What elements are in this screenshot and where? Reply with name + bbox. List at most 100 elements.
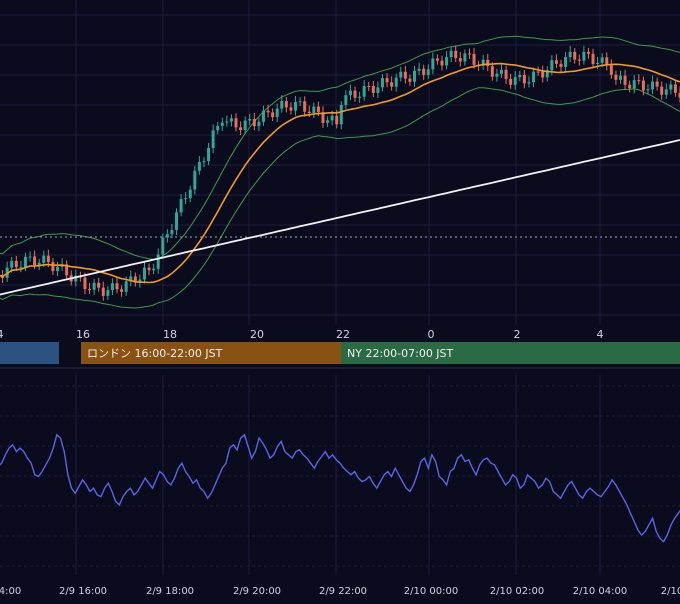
candle-body: [10, 261, 13, 268]
candle-body: [601, 57, 604, 62]
candle-body: [532, 72, 535, 83]
candle-body: [207, 148, 210, 161]
candle-body: [395, 78, 398, 87]
candle-body: [431, 58, 434, 69]
candle-body: [413, 71, 416, 82]
x-tick-label: 2: [514, 328, 521, 341]
candle-body: [578, 60, 581, 61]
x-tick-label: 20: [250, 328, 264, 341]
x-tick-label: 2/9 22:00: [319, 586, 367, 597]
candle-body: [596, 63, 599, 64]
candle-body: [29, 256, 32, 257]
candle-body: [459, 58, 462, 61]
candle-body: [386, 78, 389, 82]
candle-body: [642, 81, 645, 91]
x-tick-label: 4: [0, 328, 4, 341]
candle-body: [450, 51, 453, 57]
candle-body: [289, 107, 292, 110]
candle-body: [102, 288, 105, 296]
candle-body: [235, 118, 238, 127]
candle-body: [93, 283, 96, 290]
candle-body: [125, 281, 128, 292]
x-tick-label: 2/9 20:00: [233, 586, 281, 597]
candle-body: [257, 122, 260, 126]
x-tick-label: 2/10 04:00: [573, 586, 627, 597]
candle-body: [399, 72, 402, 78]
candle-body: [189, 190, 192, 199]
candle-body: [56, 267, 59, 271]
candle-body: [303, 101, 306, 111]
candle-body: [454, 51, 457, 58]
candle-body: [184, 198, 187, 199]
session-block: [0, 342, 59, 364]
candle-body: [51, 262, 54, 271]
x-tick-label: 16: [76, 328, 90, 341]
candle-body: [216, 126, 219, 130]
candle-body: [33, 256, 36, 265]
candle-body: [363, 86, 366, 97]
candle-body: [592, 54, 595, 64]
candle-body: [111, 283, 114, 290]
candle-body: [161, 238, 164, 255]
candle-body: [152, 269, 155, 270]
candle-body: [665, 89, 668, 94]
candle-body: [248, 119, 251, 121]
candle-body: [674, 84, 677, 92]
candle-body: [225, 121, 228, 122]
candle-body: [573, 52, 576, 60]
candle-body: [120, 289, 123, 292]
candle-body: [624, 76, 627, 85]
candle-body: [500, 70, 503, 74]
candle-body: [390, 82, 393, 86]
candle-body: [83, 278, 86, 290]
candle-body: [358, 97, 361, 98]
candle-body: [555, 60, 558, 64]
candle-body: [637, 80, 640, 81]
candle-body: [486, 60, 489, 66]
candle-body: [308, 112, 311, 113]
candle-body: [376, 87, 379, 93]
candle-body: [326, 120, 329, 123]
candle-body: [436, 58, 439, 60]
candle-body: [317, 107, 320, 113]
candle-body: [660, 87, 663, 95]
candle-body: [354, 91, 357, 98]
x-tick-label: 18: [163, 328, 177, 341]
candle-body: [537, 72, 540, 73]
candle-body: [15, 261, 18, 267]
session-label: NY 22:00-07:00 JST: [347, 347, 454, 360]
candle-body: [143, 268, 146, 280]
candle-body: [619, 76, 622, 80]
candle-body: [656, 82, 659, 87]
candle-body: [527, 82, 530, 83]
candle-body: [509, 79, 512, 85]
x-tick-label: 0: [428, 328, 435, 341]
candle-body: [349, 91, 352, 96]
candle-body: [276, 109, 279, 117]
candle-body: [285, 101, 288, 107]
candle-body: [559, 64, 562, 67]
candle-body: [335, 116, 338, 125]
candle-body: [569, 52, 572, 57]
candle-body: [19, 267, 22, 268]
candle-body: [463, 53, 466, 61]
candle-body: [404, 72, 407, 79]
candle-body: [550, 60, 553, 70]
candle-body: [669, 84, 672, 89]
candle-body: [148, 268, 151, 271]
candle-body: [610, 65, 613, 74]
candle-body: [244, 121, 247, 131]
candle-body: [42, 256, 45, 263]
candle-body: [523, 75, 526, 83]
candle-body: [253, 119, 256, 126]
candle-body: [646, 89, 649, 90]
candle-body: [198, 162, 201, 171]
candle-body: [614, 75, 617, 80]
x-tick-label: 2/10 02:00: [490, 586, 544, 597]
candle-body: [381, 78, 384, 87]
x-tick-label: 2/10: [661, 586, 680, 597]
x-tick-label: 2/9 16:00: [59, 586, 107, 597]
candle-body: [468, 53, 471, 54]
